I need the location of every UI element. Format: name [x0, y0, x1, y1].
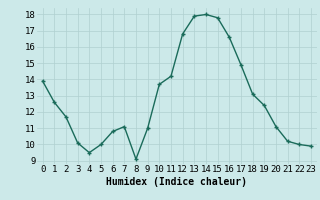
- X-axis label: Humidex (Indice chaleur): Humidex (Indice chaleur): [106, 177, 247, 187]
